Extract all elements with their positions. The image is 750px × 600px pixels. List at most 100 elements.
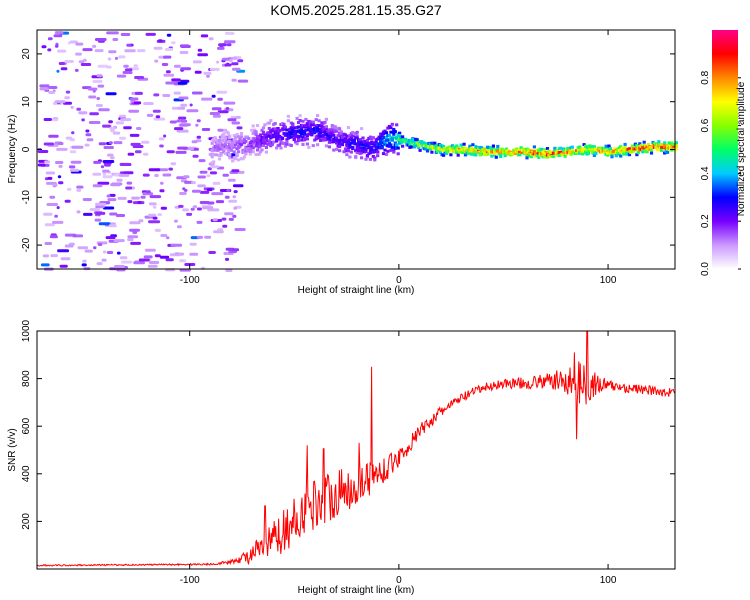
spectrogram-cell <box>433 141 437 145</box>
spectrogram-cell <box>189 242 197 246</box>
spectrogram-cell <box>389 148 393 152</box>
spectrogram-cell <box>222 173 229 177</box>
spectrogram-cell <box>49 195 56 199</box>
spectrogram-cell <box>37 163 46 167</box>
spectrogram-cell <box>387 134 391 138</box>
spectrogram-cell <box>215 153 219 157</box>
spectrogram-cell <box>179 44 190 48</box>
spectrogram-cell <box>383 140 387 144</box>
spectrogram-cell <box>219 153 223 157</box>
spectrogram-cell <box>504 147 509 151</box>
spectrogram-cell <box>42 254 50 258</box>
spectrogram-cell <box>298 138 302 142</box>
spectrogram-cell <box>157 213 162 217</box>
spectrogram-cell <box>502 148 506 152</box>
spectrogram-cell <box>64 199 71 203</box>
spectrogram-cell <box>469 152 473 156</box>
spectrogram-cell <box>178 96 189 100</box>
spectrogram-cell <box>324 117 328 121</box>
spectrogram-cell <box>354 142 358 146</box>
spectrogram-cell <box>148 220 161 224</box>
spectrogram-cell <box>176 119 181 123</box>
spectrogram-cell <box>323 120 327 124</box>
spectrogram-cell <box>365 154 369 157</box>
spectrogram-cell <box>220 143 225 147</box>
spectrogram-cell <box>129 228 140 232</box>
spectrogram-y-tick-label: 10 <box>21 96 32 108</box>
spectrogram-cell <box>253 141 257 145</box>
spectrogram-cell <box>256 148 260 152</box>
spectrogram-cell <box>613 152 617 156</box>
spectrogram-cell <box>210 165 219 169</box>
spectrogram-cell <box>384 135 389 139</box>
spectrogram-cell <box>94 38 107 41</box>
spectrogram-cell <box>197 184 206 188</box>
spectrogram-cell <box>641 150 645 154</box>
spectrogram-cell <box>338 139 342 143</box>
spectrogram-cell <box>103 146 114 149</box>
spectrogram-cell <box>257 152 261 156</box>
spectrogram-cell <box>311 123 315 127</box>
spectrogram-cell <box>177 81 188 85</box>
spectrogram-cell <box>295 116 299 120</box>
spectrogram-cell <box>131 196 140 200</box>
spectrogram-cell <box>251 132 255 135</box>
spectrogram-cell <box>401 135 405 139</box>
spectrogram-cell <box>316 143 320 147</box>
spectrogram-cell <box>69 40 78 44</box>
spectrogram-cell <box>663 141 667 145</box>
spectrogram-cell <box>124 68 133 72</box>
spectrogram-cell <box>317 124 321 128</box>
spectrogram-cell <box>586 152 591 155</box>
spectrogram-cell <box>349 150 353 154</box>
spectrogram-cell <box>311 144 315 148</box>
colorbar-gradient <box>712 30 738 269</box>
spectrogram-cell <box>110 183 121 187</box>
spectrogram-cell <box>171 41 176 45</box>
spectrogram-cell <box>143 255 153 259</box>
spectrogram-cell <box>123 126 132 130</box>
spectrogram-cell <box>191 189 201 193</box>
spectrogram-cell <box>129 133 140 137</box>
spectrogram-cell <box>589 145 594 148</box>
spectrogram-cell <box>226 188 231 192</box>
spectrogram-cell <box>519 146 523 150</box>
spectrogram-cell <box>649 148 654 152</box>
spectrogram-cell <box>285 142 289 146</box>
spectrogram-cell <box>144 248 156 252</box>
snr-y-tick-label: 200 <box>21 513 32 530</box>
spectrogram-cell <box>396 152 400 156</box>
spectrogram-cell <box>92 80 103 83</box>
spectrogram-cell <box>211 107 222 111</box>
spectrogram-cell <box>197 175 206 179</box>
spectrogram-cell <box>332 130 336 133</box>
spectrogram-cell <box>630 144 635 148</box>
spectrogram-cell <box>357 149 361 152</box>
spectrogram-cell <box>642 146 646 150</box>
spectrogram-cell <box>562 147 566 151</box>
spectrogram-cell <box>367 146 371 150</box>
spectrogram-cell <box>201 128 211 131</box>
spectrogram-cell <box>655 148 659 152</box>
spectrogram-cell <box>376 150 380 154</box>
spectrogram-cell <box>545 147 550 150</box>
spectrogram-cell <box>298 134 302 138</box>
spectrogram-cell <box>182 208 189 212</box>
spectrogram-cell <box>232 214 237 218</box>
spectrogram-cell <box>392 132 396 136</box>
spectrogram-cell <box>398 131 402 135</box>
spectrogram-cell <box>212 218 218 222</box>
spectrogram-cell <box>286 114 290 118</box>
spectrogram-cell <box>39 87 49 91</box>
spectrogram-cell <box>198 159 206 163</box>
spectrogram-cell <box>233 190 238 194</box>
spectrogram-cell <box>194 70 202 74</box>
spectrogram-cell <box>48 134 59 138</box>
spectrogram-cell <box>480 146 484 150</box>
colorbar-ticks: 0.0 0.2 0.4 0.6 0.8 <box>700 70 741 276</box>
spectrogram-cell <box>173 64 181 68</box>
spectrogram-cell <box>222 150 226 154</box>
spectrogram-cell <box>455 144 459 148</box>
spectrogram-cell <box>47 37 53 41</box>
spectrogram-cell <box>392 150 396 154</box>
